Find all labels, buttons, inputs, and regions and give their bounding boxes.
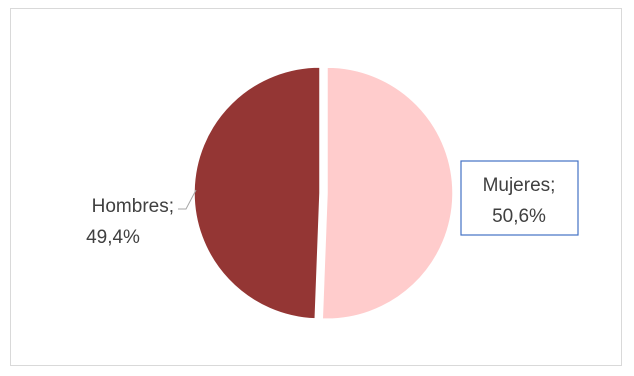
mujeres-label-value: 50,6%: [492, 206, 546, 227]
hombres-label-value: 49,4%: [86, 227, 140, 248]
hombres-leader-line: [178, 189, 197, 210]
hombres-label-name: Hombres;: [92, 196, 174, 217]
pie-slice-mujeres: [321, 66, 454, 320]
mujeres-label-box: [460, 160, 579, 236]
mujeres-label-name: Mujeres;: [483, 175, 556, 196]
pie-slice-hombres: [193, 66, 321, 320]
pie-slices: [193, 66, 454, 320]
